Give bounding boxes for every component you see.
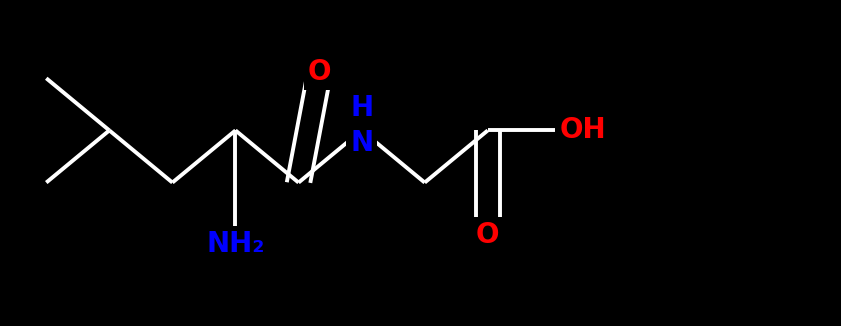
Text: O: O xyxy=(308,58,331,86)
Text: O: O xyxy=(476,221,500,249)
Text: N: N xyxy=(350,129,373,157)
Text: H: H xyxy=(350,94,373,122)
Text: NH₂: NH₂ xyxy=(206,230,265,259)
Text: OH: OH xyxy=(559,116,606,144)
